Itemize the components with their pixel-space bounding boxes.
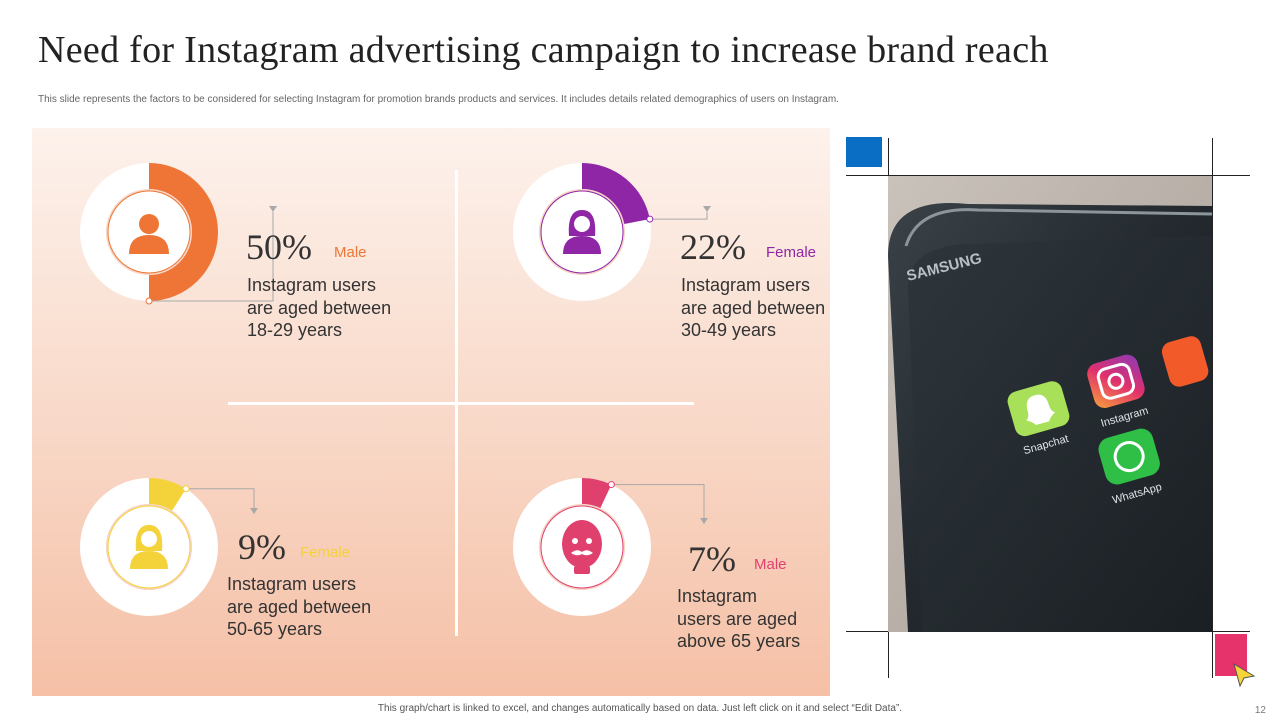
female-user-icon	[130, 525, 168, 569]
stat-4-description: Instagram users are aged above 65 years	[677, 586, 801, 651]
connector-line	[611, 484, 705, 524]
stat-2-description: Instagram users are aged between 30-49 y…	[681, 275, 826, 340]
connector-arrow	[250, 508, 258, 514]
page-title: Need for Instagram advertising campaign …	[38, 29, 1049, 71]
donut-segment[interactable]	[148, 163, 218, 301]
decor-line	[846, 175, 1250, 176]
stat-1-description: Instagram users are aged between 18-29 y…	[247, 275, 392, 340]
stat-2-gender: Female	[766, 244, 817, 261]
connector-line	[185, 488, 255, 514]
whatsapp-icon	[1098, 428, 1160, 485]
donut-segment[interactable]	[581, 478, 612, 509]
female-user-icon	[563, 210, 601, 254]
connector-arrow	[269, 206, 277, 212]
connector-arrow	[703, 206, 711, 212]
page-subtitle: This slide represents the factors to be …	[38, 94, 839, 105]
connector-dot	[145, 297, 153, 305]
footer-note: This graph/chart is linked to excel, and…	[377, 703, 903, 714]
stat-1-gender: Male	[334, 244, 367, 261]
donut-segment[interactable]	[148, 478, 186, 511]
male-user-icon	[129, 214, 169, 254]
stat-4-percent: 7%	[688, 539, 736, 579]
connector-dot	[182, 485, 190, 493]
decor-line	[1212, 138, 1213, 678]
connector-line	[149, 212, 274, 302]
stat-3-percent: 9%	[238, 527, 286, 567]
decor-blue-square	[846, 137, 882, 167]
smartphone-photo: SAMSUNG Snapchat Instagram WhatsApp	[888, 176, 1212, 632]
stat-3-description: Instagram users are aged between 50-65 y…	[227, 574, 372, 639]
page-number: 12	[1254, 705, 1266, 716]
stat-1-percent: 50%	[246, 227, 312, 267]
stat-3-gender: Female	[300, 544, 351, 561]
quadrant-divider-horizontal	[228, 402, 694, 405]
connector-dot	[646, 215, 654, 223]
instagram-icon	[1087, 354, 1145, 408]
connector-arrow	[700, 518, 708, 524]
stat-2-percent: 22%	[680, 227, 746, 267]
stat-4-gender: Male	[754, 556, 787, 573]
cursor-arrow-icon	[1233, 662, 1256, 688]
connector-line	[649, 212, 708, 220]
donut-segment[interactable]	[581, 163, 650, 225]
male-mustache-icon	[562, 520, 602, 574]
connector-dot	[607, 481, 615, 489]
